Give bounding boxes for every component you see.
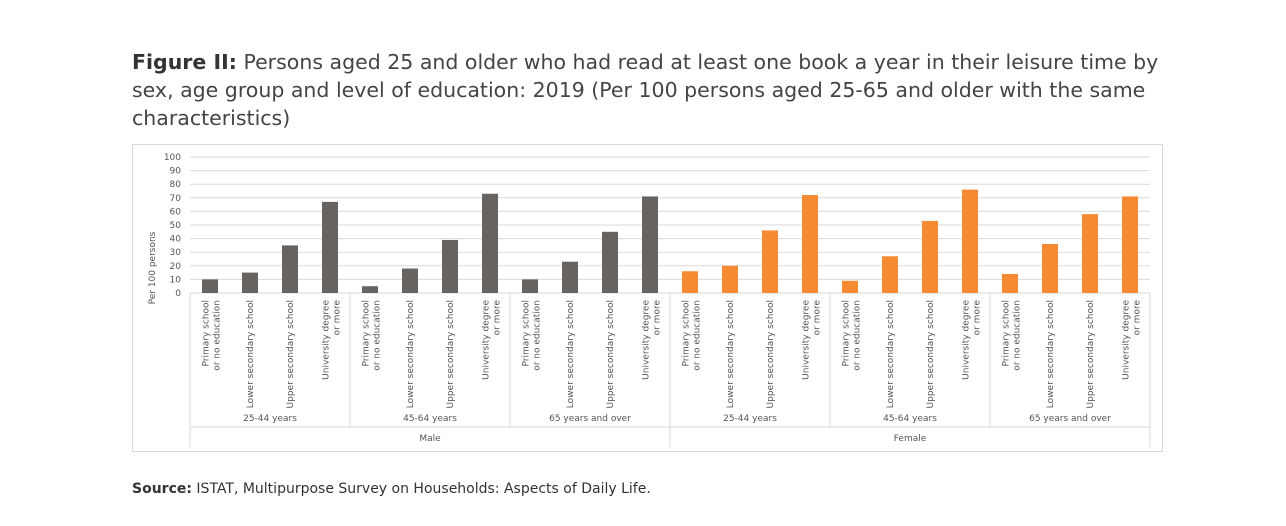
y-tick-label: 0 [175,289,181,299]
bar [522,279,538,293]
bar [922,220,938,293]
x-tick-label: Upper secondary school [766,300,776,408]
bar [562,261,578,293]
y-axis-label: Per 100 persons [148,231,158,304]
title-text: Persons aged 25 and older who had read a… [132,50,1159,130]
bar [762,230,778,293]
y-tick-label: 50 [170,221,182,231]
y-tick-label: 40 [170,235,182,245]
x-tick-label: Upper secondary school [286,300,296,408]
x-tick-label: Primary school or no education [522,300,543,374]
x-tick-label: Primary school or no education [682,300,703,374]
bar [962,189,978,293]
bar [842,280,858,293]
x-tick-label: Lower secondary school [1046,300,1056,408]
source-label: Source: [132,481,192,497]
x-tick-label: Upper secondary school [926,300,936,408]
y-tick-label: 70 [170,194,182,204]
bar [1002,273,1018,293]
bar [402,268,418,293]
x-tick-label: Lower secondary school [566,300,576,408]
bar [1082,214,1098,293]
bar [242,272,258,293]
sex-label: Female [894,434,927,444]
chart-frame [132,144,1163,452]
age-group-label: 25-44 years [723,414,777,424]
x-tick-label: Lower secondary school [726,300,736,408]
y-tick-label: 90 [170,167,182,177]
source: Source: ISTAT, Multipurpose Survey on Ho… [132,481,651,497]
bar [322,201,338,293]
x-tick-label: University degree or more [642,300,663,380]
sex-label: Male [419,434,441,444]
x-tick-label: University degree or more [1122,300,1143,380]
x-tick-label: University degree or more [962,300,983,380]
bar [882,256,898,293]
bar [802,195,818,293]
x-tick-label: Upper secondary school [446,300,456,408]
age-group-label: 65 years and over [1029,414,1111,424]
source-text: ISTAT, Multipurpose Survey on Households… [196,481,651,497]
x-tick-label: University degree or more [482,300,503,380]
title: Figure II: Persons aged 25 and older who… [132,48,1162,132]
x-tick-label: Lower secondary school [246,300,256,408]
bar [1122,196,1138,293]
bar [642,196,658,293]
age-group-label: 45-64 years [883,414,937,424]
x-tick-label: Lower secondary school [406,300,416,408]
bar [442,239,458,293]
x-tick-label: Upper secondary school [606,300,616,408]
title-label: Figure II: [132,50,237,74]
bar [202,279,218,293]
x-tick-label: Upper secondary school [1086,300,1096,408]
x-tick-label: Primary school or no education [842,300,863,374]
bar [682,271,698,293]
bar [722,265,738,293]
y-tick-label: 10 [170,275,182,285]
bar [282,245,298,293]
x-tick-label: Primary school or no education [1002,300,1023,374]
bar [602,231,618,293]
bar [1042,244,1058,293]
bar [482,193,498,293]
x-tick-label: University degree or more [802,300,823,380]
y-tick-label: 20 [170,262,182,272]
x-tick-label: Primary school or no education [362,300,383,374]
age-group-label: 45-64 years [403,414,457,424]
y-tick-label: 60 [170,207,182,217]
y-tick-label: 30 [170,248,182,258]
y-tick-label: 80 [170,180,182,190]
age-group-label: 65 years and over [549,414,631,424]
x-tick-label: Lower secondary school [886,300,896,408]
x-tick-label: Primary school or no education [202,300,223,374]
y-tick-label: 100 [164,153,181,163]
x-tick-label: University degree or more [322,300,343,380]
age-group-label: 25-44 years [243,414,297,424]
bar [362,286,378,293]
